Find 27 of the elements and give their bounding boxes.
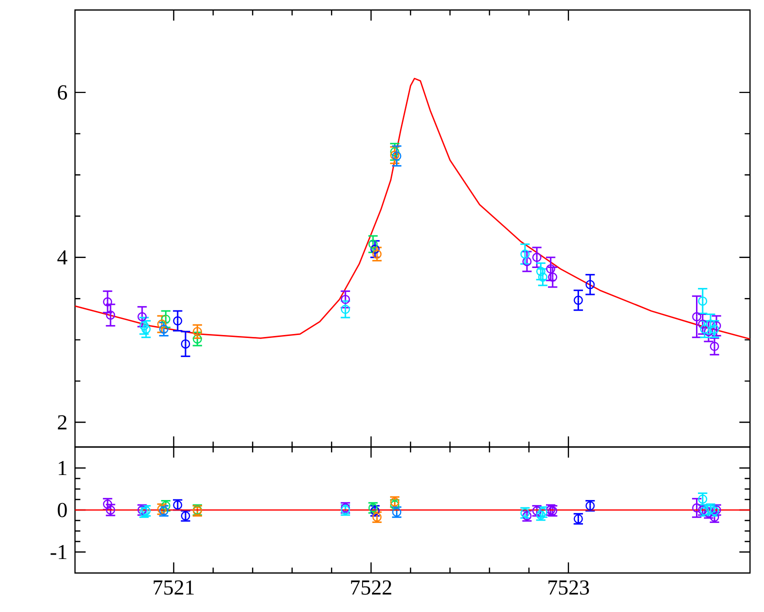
y-tick-label: 2 xyxy=(58,415,66,430)
point xyxy=(692,312,702,322)
point xyxy=(586,280,595,290)
point xyxy=(710,342,720,352)
line-series xyxy=(75,78,750,340)
y-tick-label: 1 xyxy=(58,460,66,476)
x-tick-label: 7522 xyxy=(351,580,392,595)
point xyxy=(548,272,558,282)
y-tick-label: 6 xyxy=(58,85,67,100)
point xyxy=(192,326,202,336)
point xyxy=(574,296,583,305)
x-tick-label: 7521 xyxy=(154,580,194,595)
y-tick-label: 0 xyxy=(58,502,67,518)
point xyxy=(532,252,542,262)
y-tick-label: -1 xyxy=(50,544,66,560)
x-tick-label: 7523 xyxy=(548,580,589,595)
point xyxy=(138,312,147,322)
point xyxy=(340,304,350,314)
point xyxy=(192,334,202,344)
point xyxy=(520,249,530,259)
point xyxy=(106,310,116,320)
y-tick-label: 4 xyxy=(57,250,68,264)
point xyxy=(173,316,182,326)
point xyxy=(340,294,350,304)
point xyxy=(522,256,532,266)
point xyxy=(180,339,190,349)
point xyxy=(698,296,708,306)
